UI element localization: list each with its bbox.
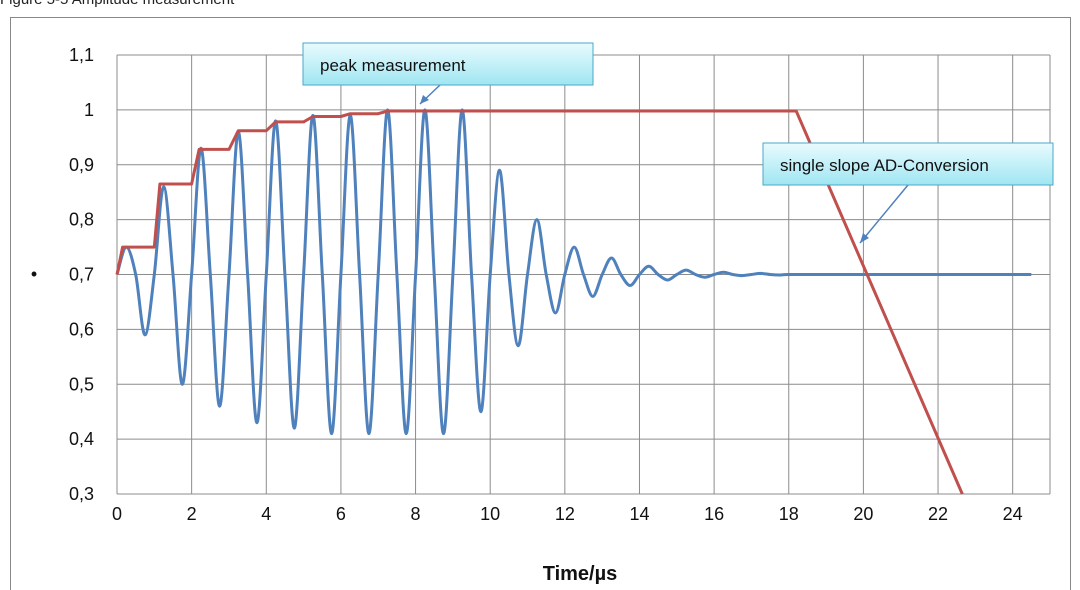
y-tick-label: 0,9 [69,155,94,175]
figure-caption: Figure 5-5 Amplitude measurement [0,0,234,8]
x-tick-label: 24 [1003,504,1023,524]
callout-ad-box [762,142,1054,186]
y-tick-label: 1 [84,100,94,120]
callout-ad-arrow [859,184,909,244]
x-tick-label: 12 [555,504,575,524]
y-tick-label: 0,3 [69,484,94,504]
x-tick-label: 16 [704,504,724,524]
callout-peak-arrowhead [420,95,429,104]
bullet-marker: • [31,264,37,284]
x-tick-label: 8 [411,504,421,524]
x-tick-label: 10 [480,504,500,524]
x-tick-label: 22 [928,504,948,524]
y-tick-label: 1,1 [69,45,94,65]
x-tick-label: 14 [629,504,649,524]
x-tick-label: 2 [187,504,197,524]
callout-ad-arrowhead [860,233,869,243]
x-tick-label: 6 [336,504,346,524]
callout-ad-label: single slope AD-Conversion [780,156,989,175]
y-tick-label: 0,8 [69,210,94,230]
y-tick-label: 0,6 [69,319,94,339]
x-axis-title: Time/µs [543,563,618,585]
x-tick-label: 18 [779,504,799,524]
callout-peak-box [302,42,594,86]
y-tick-label: 0,7 [69,265,94,285]
callout-peak-measurement: peak measurement [302,42,594,105]
y-tick-labels: 0,3 0,4 0,5 0,6 0,7 0,8 0,9 1 1,1 [69,45,94,504]
y-tick-label: 0,4 [69,429,94,449]
x-tick-labels: 0 2 4 6 8 10 12 14 16 18 20 22 24 [112,504,1023,524]
x-tick-label: 20 [853,504,873,524]
y-tick-label: 0,5 [69,374,94,394]
chart-frame [10,17,1071,590]
peak-hold-series-line [115,109,964,495]
x-tick-label: 4 [261,504,271,524]
x-tick-label: 0 [112,504,122,524]
series-lines [115,108,1032,495]
callout-ad-conversion: single slope AD-Conversion [762,142,1054,244]
callout-peak-label: peak measurement [320,56,466,75]
